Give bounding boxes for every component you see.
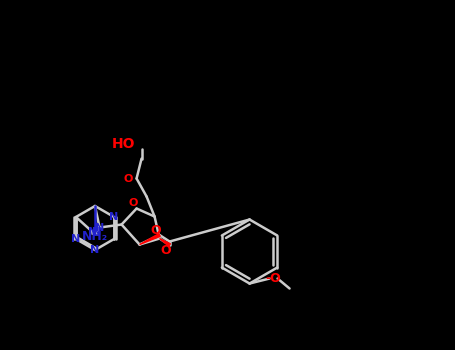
Text: N: N <box>95 223 104 232</box>
Text: -O: -O <box>266 272 282 285</box>
Text: HO: HO <box>112 136 135 150</box>
Text: O: O <box>129 197 138 208</box>
Polygon shape <box>140 234 160 245</box>
Text: N: N <box>71 234 81 244</box>
Text: NH₂: NH₂ <box>82 230 108 243</box>
Text: N: N <box>88 227 97 237</box>
Text: N: N <box>92 226 101 237</box>
Text: O: O <box>160 244 171 257</box>
Text: N: N <box>110 212 119 222</box>
Polygon shape <box>160 238 170 246</box>
Text: O: O <box>150 224 161 237</box>
Text: O: O <box>124 174 133 183</box>
Text: N: N <box>91 245 100 255</box>
